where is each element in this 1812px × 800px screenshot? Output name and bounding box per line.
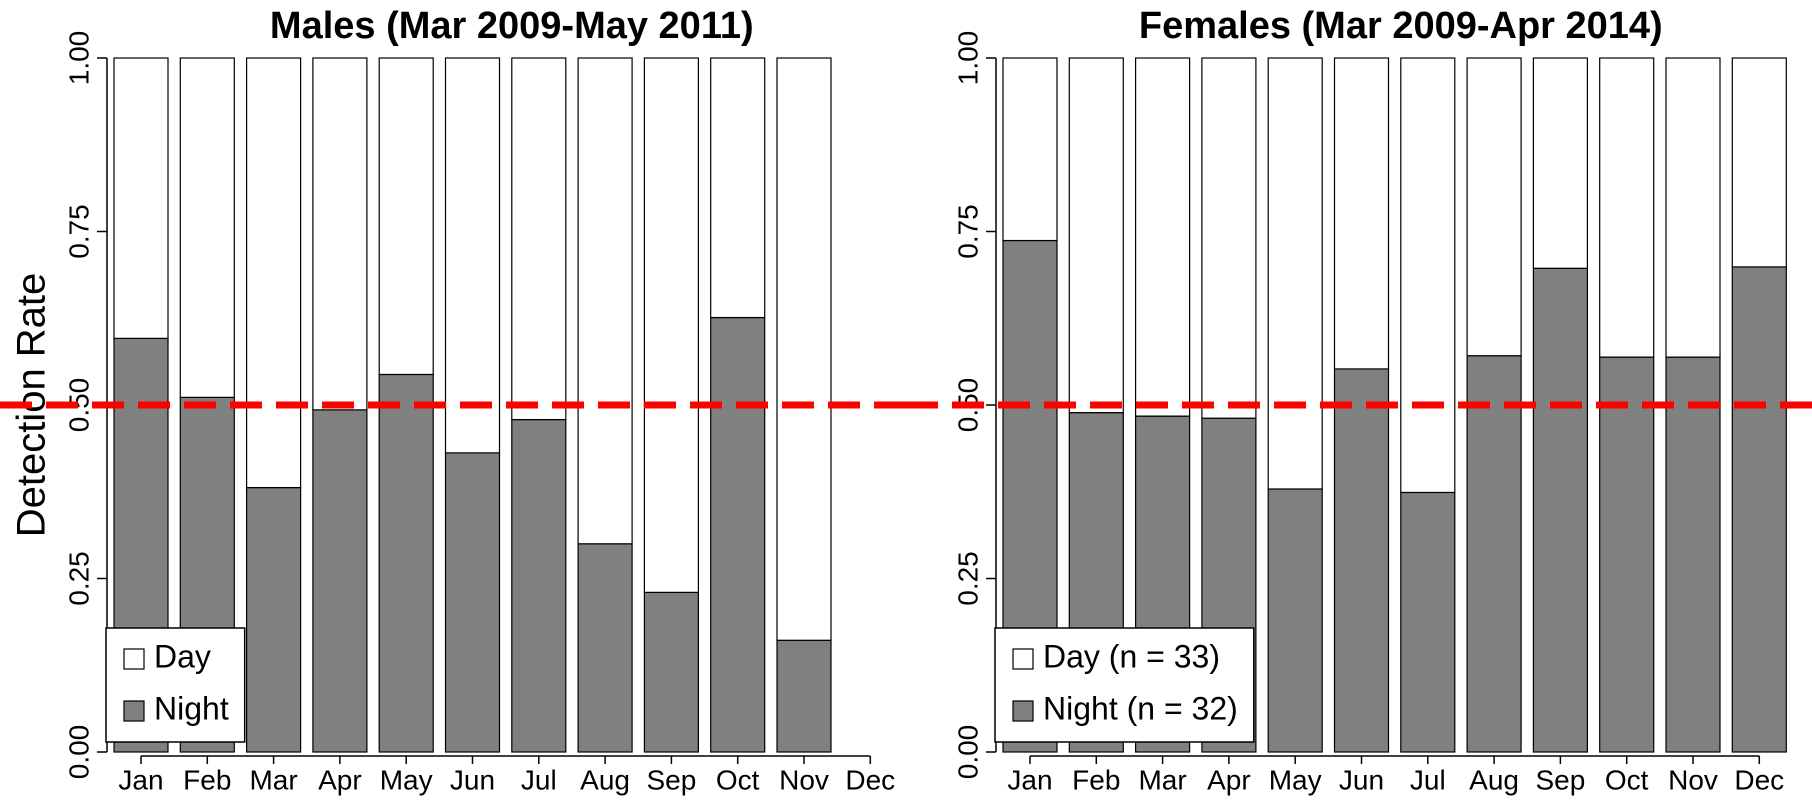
x-tick-label: Feb (1072, 764, 1120, 795)
legend-swatch (123, 648, 145, 670)
bar-segment (1731, 57, 1787, 268)
x-tick-label: Jun (450, 764, 495, 795)
x-tick-label: Mar (249, 764, 297, 795)
bar-segment (378, 373, 434, 753)
bar-segment (312, 57, 368, 411)
legend-label: Night (154, 690, 229, 726)
y-tick-label: 0.00 (952, 725, 983, 780)
x-tick-label: Jul (1410, 764, 1446, 795)
x-tick-label: May (380, 764, 433, 795)
x-tick-label: Apr (318, 764, 362, 795)
x-tick-label: Aug (1469, 764, 1519, 795)
y-tick-label: 0.25 (952, 551, 983, 606)
x-tick-label: Nov (1668, 764, 1718, 795)
bar-segment (1599, 356, 1655, 753)
bar-segment (1532, 57, 1589, 269)
bar-segment (1466, 57, 1522, 357)
bar-segment (577, 57, 633, 545)
bar-segment (1400, 491, 1456, 753)
x-tick-label: Jan (1007, 764, 1052, 795)
y-tick-label: 0.00 (63, 725, 94, 780)
x-tick-label: Aug (580, 764, 630, 795)
x-tick-label: Jun (1339, 764, 1384, 795)
x-tick-label: Jan (118, 764, 163, 795)
y-tick-label: 1.00 (952, 31, 983, 86)
legend-box (105, 627, 246, 743)
x-tick-label: Mar (1138, 764, 1186, 795)
legend-label: Day (n = 33) (1043, 638, 1220, 674)
legend-swatch (1012, 648, 1034, 670)
bar-segment (1665, 356, 1721, 753)
bar-segment (1002, 57, 1058, 242)
legend-label: Night (n = 32) (1043, 690, 1238, 726)
bar-segment (776, 57, 832, 641)
bar-segment (1333, 368, 1390, 753)
bar-segment (312, 409, 368, 753)
x-tick-label: Dec (1734, 764, 1784, 795)
legend-swatch (1012, 700, 1034, 722)
bar-segment (1201, 57, 1257, 419)
y-tick-label: 0.75 (952, 204, 983, 259)
bar-segment (1267, 57, 1323, 490)
bar-segment (1532, 267, 1589, 753)
bar-segment (710, 57, 766, 319)
x-tick-label: Apr (1207, 764, 1251, 795)
x-tick-label: Nov (779, 764, 829, 795)
bar-segment (1333, 57, 1390, 370)
legend-swatch (123, 700, 145, 722)
bar-segment (113, 57, 169, 339)
bar-segment (776, 639, 832, 753)
y-tick-label: 0.75 (63, 204, 94, 259)
bar-segment (444, 452, 501, 753)
bar-segment (1400, 57, 1456, 494)
bar-segment (1466, 355, 1522, 753)
legend-box (994, 627, 1255, 743)
bar-segment (511, 418, 567, 753)
chart-title: Females (Mar 2009-Apr 2014) (1139, 5, 1663, 47)
legend: Day Night (105, 627, 246, 743)
bar-segment (1267, 488, 1323, 753)
bar-segment (1731, 266, 1787, 753)
bar-segment (511, 57, 567, 421)
bar-segment (577, 543, 633, 753)
bar-segment (179, 57, 235, 398)
x-tick-label: Oct (716, 764, 760, 795)
bar-segment (643, 57, 700, 593)
bar-segment (444, 57, 501, 454)
x-tick-label: Sep (1535, 764, 1585, 795)
x-tick-label: Sep (646, 764, 696, 795)
y-tick-label: 0.25 (63, 551, 94, 606)
x-tick-label: Dec (845, 764, 895, 795)
bar-segment (246, 57, 302, 489)
x-tick-label: Jul (521, 764, 557, 795)
bar-segment (1134, 57, 1191, 417)
x-tick-label: May (1269, 764, 1322, 795)
bar-segment (643, 591, 700, 753)
chart-title: Males (Mar 2009-May 2011) (270, 5, 754, 47)
bar-segment (1068, 57, 1124, 414)
bar-segment (1599, 57, 1655, 358)
bar-segment (378, 57, 434, 376)
legend-label: Day (154, 638, 211, 674)
bar-segment (246, 486, 302, 753)
y-tick-label: 1.00 (63, 31, 94, 86)
bar-segment (710, 316, 766, 753)
x-tick-label: Oct (1605, 764, 1649, 795)
legend: Day (n = 33) Night (n = 32) (994, 627, 1255, 743)
bar-segment (1665, 57, 1721, 358)
x-tick-label: Feb (183, 764, 231, 795)
